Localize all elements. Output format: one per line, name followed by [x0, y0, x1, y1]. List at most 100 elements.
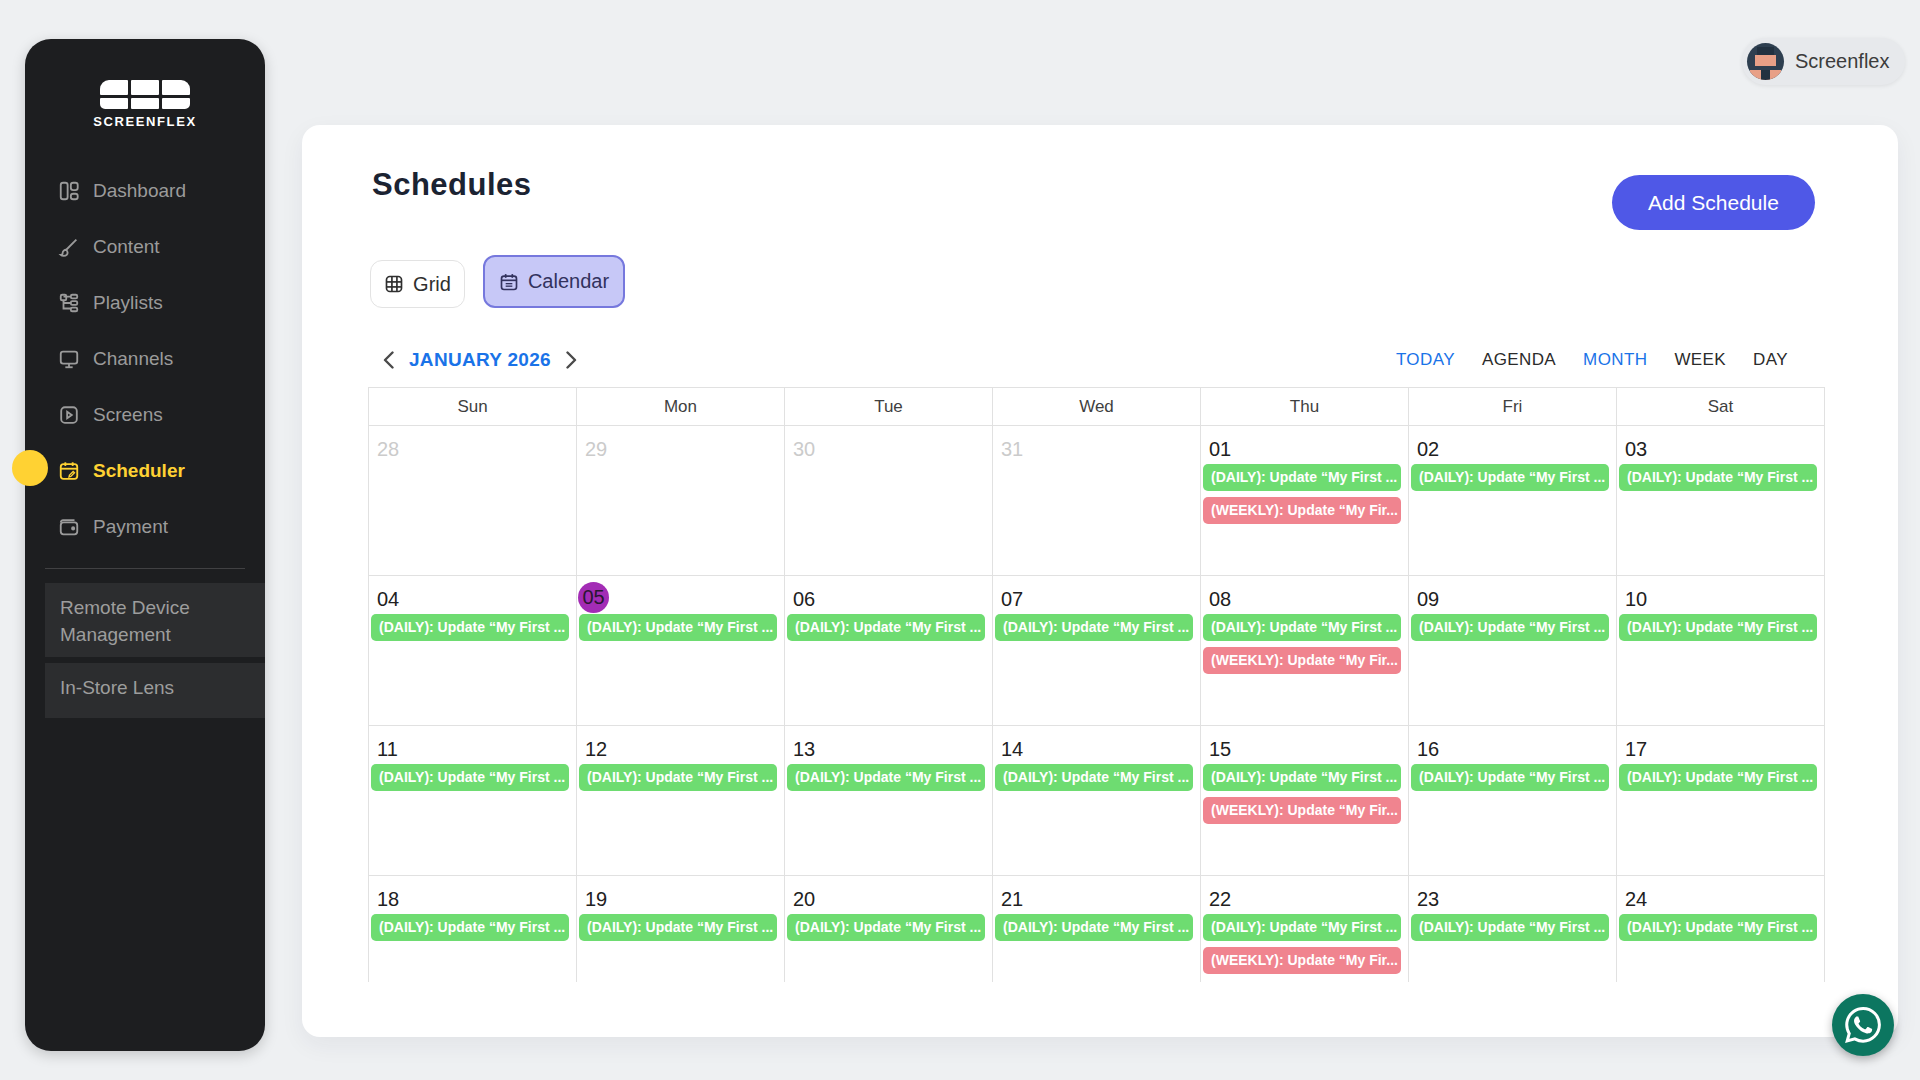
grid-view-button[interactable]: Grid [370, 260, 465, 308]
calendar-day-cell-07[interactable]: 07(DAILY): Update “My First ... [993, 576, 1201, 725]
daily-event[interactable]: (DAILY): Update “My First ... [579, 914, 777, 941]
next-month-button[interactable] [564, 343, 580, 377]
daily-event[interactable]: (DAILY): Update “My First ... [1619, 614, 1817, 641]
daily-event[interactable]: (DAILY): Update “My First ... [371, 614, 569, 641]
calendar-view-today[interactable]: TODAY [1396, 350, 1455, 370]
daily-event[interactable]: (DAILY): Update “My First ... [1203, 614, 1401, 641]
screenflex-logo-text: SCREENFLEX [25, 114, 265, 129]
date-number: 29 [585, 438, 607, 461]
daily-event[interactable]: (DAILY): Update “My First ... [1411, 764, 1609, 791]
calendar-day-cell-03[interactable]: 03 (DAILY): Update “My First ... [1617, 426, 1824, 575]
calendar-day-cell-29[interactable]: 29 [577, 426, 785, 575]
daily-event[interactable]: (DAILY): Update “My First ... [371, 764, 569, 791]
daily-event[interactable]: (DAILY): Update “My First ... [579, 764, 777, 791]
sidebar-item-screens[interactable]: Screens [25, 387, 265, 443]
date-number: 05 [582, 586, 604, 609]
daily-event[interactable]: (DAILY): Update “My First ... [1619, 464, 1817, 491]
sidebar-item-label: Playlists [93, 292, 163, 314]
date-number: 21 [1001, 888, 1023, 911]
calendar-day-cell-24[interactable]: 24(DAILY): Update “My First ... [1617, 876, 1824, 982]
calendar-day-cell-08[interactable]: 08(DAILY): Update “My First ...(WEEKLY):… [1201, 576, 1409, 725]
daily-event[interactable]: (DAILY): Update “My First ... [1619, 914, 1817, 941]
daily-event[interactable]: (DAILY): Update “My First ... [787, 614, 985, 641]
date-number: 16 [1417, 738, 1439, 761]
weekly-event[interactable]: (WEEKLY): Update “My Fir... [1203, 947, 1401, 974]
daily-event[interactable]: (DAILY): Update “My First ... [1411, 914, 1609, 941]
calendar-day-cell-10[interactable]: 10(DAILY): Update “My First ... [1617, 576, 1824, 725]
daily-event[interactable]: (DAILY): Update “My First ... [1411, 464, 1609, 491]
calendar-week-row: 11(DAILY): Update “My First ...12(DAILY)… [369, 726, 1824, 876]
calendar-day-cell-17[interactable]: 17 (DAILY): Update “My First ... [1617, 726, 1824, 875]
daily-event[interactable]: (DAILY): Update “My First ... [579, 614, 777, 641]
sidebar-item-scheduler[interactable]: Scheduler [25, 443, 265, 499]
calendar-view-button[interactable]: Calendar [483, 255, 625, 308]
user-chip[interactable]: Screenflex [1742, 38, 1905, 85]
calendar-day-cell-18[interactable]: 18(DAILY): Update “My First ... [369, 876, 577, 982]
sidebar-item-remote-device-management[interactable]: Remote Device Management [45, 583, 265, 657]
calendar-day-cell-04[interactable]: 04(DAILY): Update “My First ... [369, 576, 577, 725]
calendar-day-cell-05[interactable]: 05 (DAILY): Update “My First ... [577, 576, 785, 725]
screenflex-logo-icon [100, 80, 190, 109]
calendar-day-cell-19[interactable]: 19(DAILY): Update “My First ... [577, 876, 785, 982]
calendar-day-cell-28[interactable]: 28 [369, 426, 577, 575]
daily-event[interactable]: (DAILY): Update “My First ... [995, 614, 1193, 641]
sidebar-item-content[interactable]: Content [25, 219, 265, 275]
calendar-day-cell-09[interactable]: 09(DAILY): Update “My First ... [1409, 576, 1617, 725]
daily-event[interactable]: (DAILY): Update “My First ... [1619, 764, 1817, 791]
add-schedule-button[interactable]: Add Schedule [1612, 175, 1815, 230]
calendar-day-cell-02[interactable]: 02(DAILY): Update “My First ... [1409, 426, 1617, 575]
calendar-month-label[interactable]: JANUARY 2026 [409, 349, 551, 371]
calendar-day-cell-14[interactable]: 14(DAILY): Update “My First ... [993, 726, 1201, 875]
calendar-day-cell-22[interactable]: 22(DAILY): Update “My First ...(WEEKLY):… [1201, 876, 1409, 982]
calendar-day-cell-01[interactable]: 01(DAILY): Update “My First ...(WEEKLY):… [1201, 426, 1409, 575]
calendar-view-label: Calendar [528, 270, 609, 293]
calendar-day-cell-16[interactable]: 16 (DAILY): Update “My First ... [1409, 726, 1617, 875]
calendar-day-cell-06[interactable]: 06 (DAILY): Update “My First ... [785, 576, 993, 725]
sidebar-item-label: Screens [93, 404, 163, 426]
sidebar-divider [45, 568, 245, 569]
weekly-event[interactable]: (WEEKLY): Update “My Fir... [1203, 647, 1401, 674]
calendar-view-week[interactable]: WEEK [1674, 350, 1726, 370]
date-number: 15 [1209, 738, 1231, 761]
calendar-view-day[interactable]: DAY [1753, 350, 1788, 370]
daily-event[interactable]: (DAILY): Update “My First ... [995, 914, 1193, 941]
daily-event[interactable]: (DAILY): Update “My First ... [995, 764, 1193, 791]
daily-event[interactable]: (DAILY): Update “My First ... [1203, 764, 1401, 791]
calendar-day-cell-31[interactable]: 31 [993, 426, 1201, 575]
calendar-day-cell-11[interactable]: 11(DAILY): Update “My First ... [369, 726, 577, 875]
calendar-view-agenda[interactable]: AGENDA [1482, 350, 1556, 370]
whatsapp-button[interactable] [1832, 994, 1894, 1056]
daily-event[interactable]: (DAILY): Update “My First ... [371, 914, 569, 941]
day-header-thu: Thu [1201, 388, 1409, 425]
sidebar-item-payment[interactable]: Payment [25, 499, 265, 555]
calendar-day-cell-20[interactable]: 20(DAILY): Update “My First ... [785, 876, 993, 982]
dashboard-icon [58, 180, 80, 202]
sidebar-item-label: Payment [93, 516, 168, 538]
date-number: 17 [1625, 738, 1647, 761]
calendar-day-cell-12[interactable]: 12(DAILY): Update “My First ... [577, 726, 785, 875]
sidebar-item-label: Content [93, 236, 160, 258]
date-number: 06 [793, 588, 815, 611]
sidebar-item-playlists[interactable]: Playlists [25, 275, 265, 331]
prev-month-button[interactable] [380, 343, 396, 377]
daily-event[interactable]: (DAILY): Update “My First ... [787, 764, 985, 791]
daily-event[interactable]: (DAILY): Update “My First ... [1203, 464, 1401, 491]
calendar-edit-icon [58, 460, 80, 482]
sidebar-item-channels[interactable]: Channels [25, 331, 265, 387]
sidebar-item-in-store-lens[interactable]: In-Store Lens [45, 663, 265, 718]
calendar-day-cell-21[interactable]: 21 (DAILY): Update “My First ... [993, 876, 1201, 982]
daily-event[interactable]: (DAILY): Update “My First ... [1203, 914, 1401, 941]
date-number: 03 [1625, 438, 1647, 461]
sidebar-item-label: Dashboard [93, 180, 186, 202]
calendar-day-cell-23[interactable]: 23(DAILY): Update “My First ... [1409, 876, 1617, 982]
daily-event[interactable]: (DAILY): Update “My First ... [1411, 614, 1609, 641]
calendar-day-cell-13[interactable]: 13(DAILY): Update “My First ... [785, 726, 993, 875]
calendar-view-month[interactable]: MONTH [1583, 350, 1647, 370]
weekly-event[interactable]: (WEEKLY): Update “My Fir... [1203, 797, 1401, 824]
calendar-day-cell-30[interactable]: 30 [785, 426, 993, 575]
calendar-day-cell-15[interactable]: 15 (DAILY): Update “My First ... (WEEKLY):… [1201, 726, 1409, 875]
weekly-event[interactable]: (WEEKLY): Update “My Fir... [1203, 497, 1401, 524]
daily-event[interactable]: (DAILY): Update “My First ... [787, 914, 985, 941]
sidebar-item-dashboard[interactable]: Dashboard [25, 163, 265, 219]
brush-icon [58, 236, 80, 258]
